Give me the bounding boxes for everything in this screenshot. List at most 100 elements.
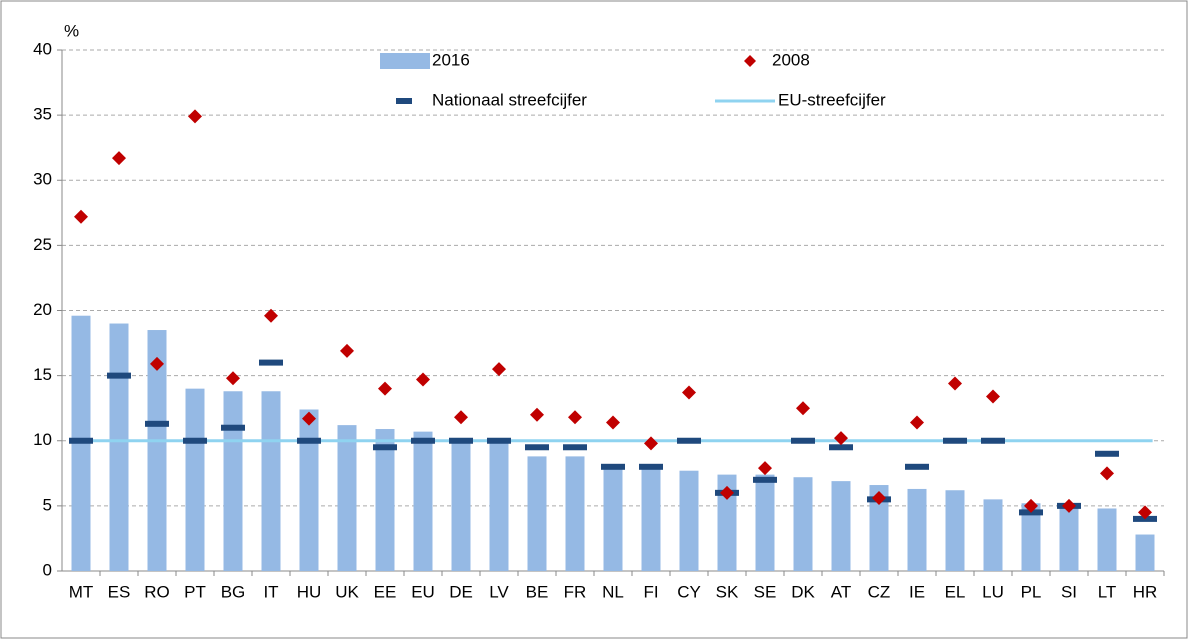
marker-2008 [1062, 498, 1076, 513]
marker-2008 [416, 372, 430, 387]
national-target [639, 463, 663, 470]
x-tick-label: NL [602, 582, 624, 601]
national-target [905, 463, 929, 470]
marker-2008 [188, 109, 202, 124]
x-tick-label: SE [754, 582, 777, 601]
x-tick-label: AT [831, 582, 851, 601]
y-tick-label: 30 [33, 170, 52, 189]
legend-label: 2016 [432, 50, 470, 69]
bar [451, 438, 471, 571]
bar [223, 391, 243, 571]
marker-2008 [720, 485, 734, 500]
legend-label: EU-streefcijfer [778, 90, 886, 109]
y-axis-label: % [64, 21, 79, 40]
marker-2008 [796, 401, 810, 416]
x-tick-label: SI [1061, 582, 1077, 601]
marker-2008 [492, 362, 506, 377]
marker-2008 [568, 410, 582, 425]
national-target [563, 444, 587, 451]
x-tick-label: EE [374, 582, 397, 601]
bar [679, 470, 699, 571]
x-tick-label: HR [1133, 582, 1158, 601]
x-tick-label: FR [564, 582, 587, 601]
national-target [69, 437, 93, 444]
national-target [107, 372, 131, 379]
bar [793, 477, 813, 571]
bar [831, 481, 851, 571]
x-tick-label: EL [945, 582, 966, 601]
bar [907, 488, 927, 571]
x-tick-label: LV [489, 582, 509, 601]
national-target [487, 437, 511, 444]
national-target [449, 437, 473, 444]
marker-2008 [872, 491, 886, 506]
x-tick-label: RO [144, 582, 170, 601]
national-target [943, 437, 967, 444]
bar [489, 440, 509, 571]
national-target [373, 444, 397, 451]
marker-2008 [758, 461, 772, 476]
x-tick-label: CZ [868, 582, 891, 601]
x-tick-label: SK [716, 582, 739, 601]
national-target [411, 437, 435, 444]
national-target [1095, 450, 1119, 457]
x-tick-label: LT [1098, 582, 1117, 601]
bar [717, 474, 737, 571]
x-tick-label: EU [411, 582, 435, 601]
marker-2008 [340, 343, 354, 358]
bar [641, 468, 661, 571]
bar [755, 474, 775, 571]
y-tick-label: 5 [43, 495, 52, 514]
bar [1135, 534, 1155, 571]
x-tick-label: CY [677, 582, 701, 601]
legend-swatch [744, 55, 756, 67]
national-target [601, 463, 625, 470]
bar [413, 431, 433, 571]
bar [185, 388, 205, 571]
x-tick-label: LU [982, 582, 1004, 601]
bar [375, 429, 395, 571]
national-target [677, 437, 701, 444]
bar [147, 330, 167, 571]
bar [109, 323, 129, 571]
legend-swatch [396, 98, 412, 104]
x-tick-label: BG [221, 582, 246, 601]
national-target [753, 476, 777, 483]
y-tick-label: 40 [33, 39, 52, 58]
y-tick-label: 15 [33, 365, 52, 384]
marker-2008 [378, 381, 392, 396]
marker-2008 [264, 308, 278, 323]
marker-2008 [834, 431, 848, 446]
marker-2008 [1100, 466, 1114, 481]
y-tick-label: 25 [33, 235, 52, 254]
y-tick-label: 20 [33, 300, 52, 319]
marker-2008 [682, 385, 696, 400]
x-tick-label: HU [297, 582, 322, 601]
national-target [829, 444, 853, 451]
marker-2008 [454, 410, 468, 425]
x-tick-label: BE [526, 582, 549, 601]
y-tick-label: 0 [43, 560, 52, 579]
x-tick-label: MT [69, 582, 94, 601]
national-target [525, 444, 549, 451]
bar [1097, 508, 1117, 571]
national-target [297, 437, 321, 444]
national-target [981, 437, 1005, 444]
y-tick-label: 10 [33, 430, 52, 449]
marker-2008 [986, 389, 1000, 404]
x-tick-label: DK [791, 582, 815, 601]
marker-2008 [1138, 505, 1152, 520]
marker-2008 [74, 209, 88, 224]
bar [603, 466, 623, 571]
national-target [221, 424, 245, 431]
marker-2008 [910, 415, 924, 430]
bar [945, 490, 965, 571]
marker-2008 [302, 411, 316, 426]
marker-2008 [644, 436, 658, 451]
legend-label: Nationaal streefcijfer [432, 90, 587, 109]
bar [261, 391, 281, 571]
x-tick-label: DE [449, 582, 473, 601]
